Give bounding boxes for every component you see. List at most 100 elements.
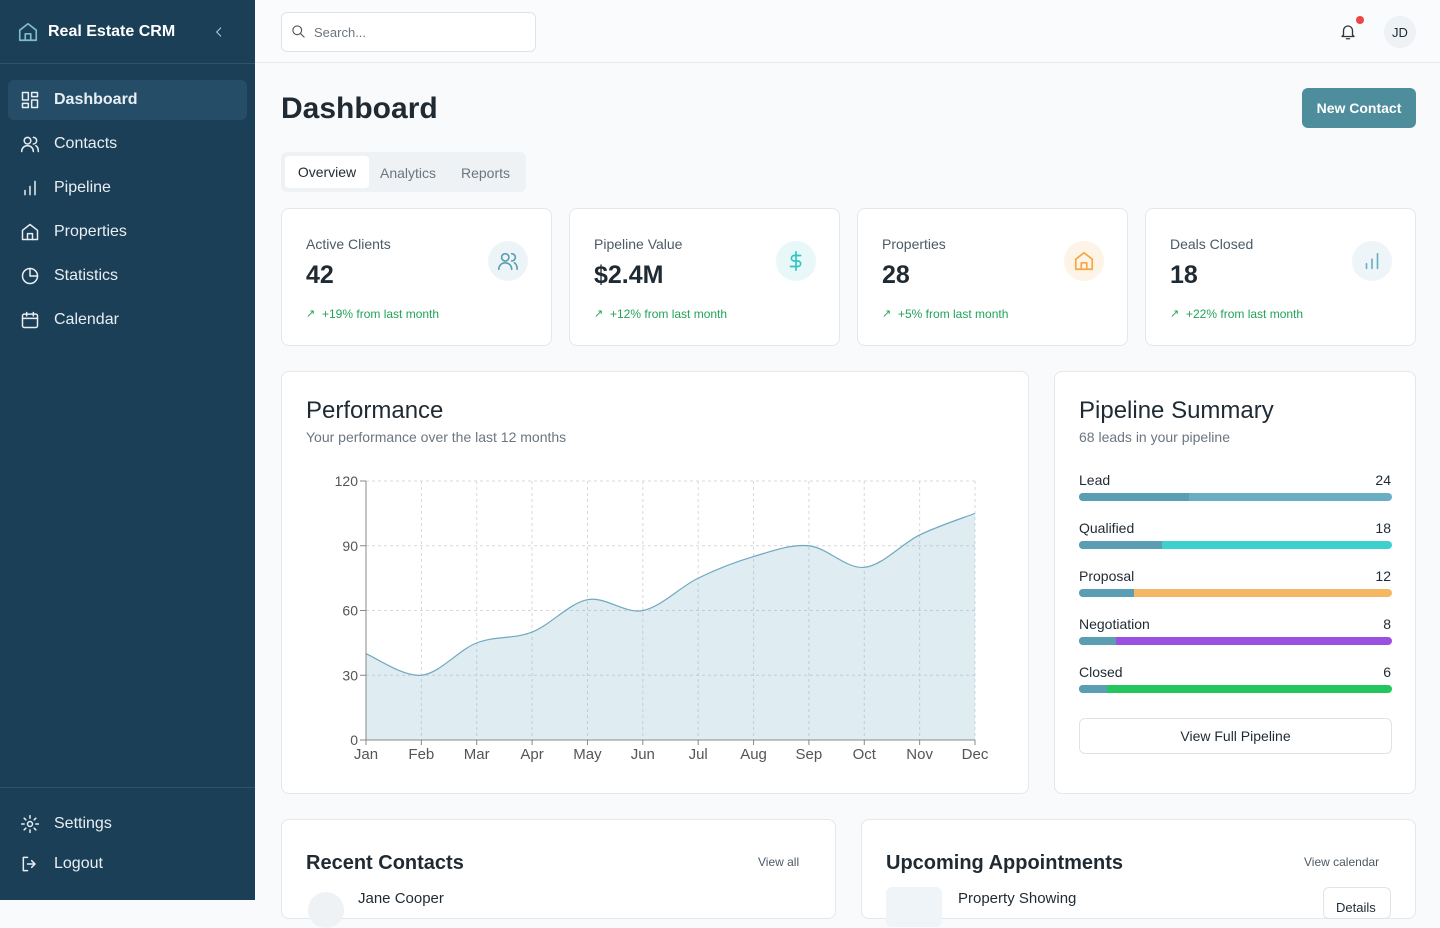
x-tick-label: May <box>573 746 602 763</box>
stage-track <box>1079 685 1392 693</box>
stage-name: Lead <box>1079 472 1111 488</box>
stat-icon <box>776 241 816 281</box>
chart: 0 30 60 90 120 Jan Feb Mar Apr May Jun Jul Aug Sep Oct… <box>335 473 989 763</box>
x-tick-label: Mar <box>464 746 490 763</box>
tab[interactable]: Reports <box>461 165 511 181</box>
nav-label: Contacts <box>54 135 118 152</box>
stat-icon <box>1064 241 1104 281</box>
notifications[interactable] <box>1339 23 1357 41</box>
x-tick-label: Oct <box>853 746 877 763</box>
stage-count: 24 <box>1375 472 1391 488</box>
recent-contacts-card: Recent Contacts View all Jane Cooper <box>281 819 836 928</box>
stage-bar <box>1079 493 1190 501</box>
stage-count: 6 <box>1383 664 1391 680</box>
x-tick-label: Sep <box>796 746 823 763</box>
stat-card: Deals Closed 18 ↗ +22% from last month <box>1145 208 1416 346</box>
nav-item[interactable]: Statistics <box>8 256 247 296</box>
card-title: Recent Contacts <box>306 852 464 874</box>
search-placeholder: Search... <box>314 25 367 40</box>
details-button[interactable]: Details <box>1323 887 1391 919</box>
stage-name: Qualified <box>1079 520 1135 536</box>
stage-track <box>1079 541 1392 549</box>
nav-item[interactable]: Logout <box>8 844 247 884</box>
notification-dot <box>1356 16 1364 24</box>
y-tick-label: 90 <box>342 538 358 554</box>
nav-item[interactable]: Contacts <box>8 124 247 164</box>
chart-title: Performance <box>306 397 444 424</box>
stage-count: 12 <box>1375 568 1391 584</box>
x-tick-label: Apr <box>520 746 543 763</box>
stat-card: Pipeline Value $2.4M ↗ +12% from last month <box>569 208 840 346</box>
contact-name: Jane Cooper <box>358 890 444 907</box>
stat-change-icon: ↗ <box>882 308 892 320</box>
stage-track <box>1079 589 1392 597</box>
stage-bar <box>1079 685 1107 693</box>
stat-value: 28 <box>882 261 910 289</box>
view-calendar-link[interactable]: View calendar <box>1304 855 1380 869</box>
divider <box>0 787 255 788</box>
stage-bar <box>1079 589 1135 597</box>
collapse-button[interactable] <box>212 25 226 39</box>
card-title: Upcoming Appointments <box>886 852 1124 874</box>
stage-bar <box>1079 541 1162 549</box>
nav-label: Logout <box>54 855 103 872</box>
stat-icon <box>488 241 528 281</box>
view-all-link[interactable]: View all <box>758 855 800 869</box>
tabs: Overview Analytics Reports <box>281 152 526 192</box>
nav-item[interactable]: Calendar <box>8 300 247 340</box>
nav-item[interactable]: Settings <box>8 804 247 844</box>
x-tick-label: Dec <box>962 746 989 763</box>
stat-change-icon: ↗ <box>594 308 604 320</box>
y-tick-label: 60 <box>342 603 358 619</box>
x-tick-label: Nov <box>906 746 933 763</box>
avatar[interactable]: JD <box>1384 16 1416 48</box>
date-badge <box>886 887 942 927</box>
stage-count: 8 <box>1383 616 1391 632</box>
stat-label: Deals Closed <box>1170 236 1254 252</box>
pipeline-subtitle: 68 leads in your pipeline <box>1079 429 1230 445</box>
y-tick-label: 30 <box>342 667 358 683</box>
y-tick-label: 120 <box>335 473 359 489</box>
tab[interactable]: Overview <box>285 156 369 188</box>
pipeline-title: Pipeline Summary <box>1079 397 1274 424</box>
search-box[interactable]: Search... <box>281 12 536 52</box>
stat-label: Pipeline Value <box>594 236 683 252</box>
stage-name: Proposal <box>1079 568 1135 584</box>
x-tick-label: Jun <box>631 746 655 763</box>
nav-item[interactable]: Pipeline <box>8 168 247 208</box>
stage-bar <box>1079 637 1116 645</box>
stage-count: 18 <box>1375 520 1391 536</box>
nav-label: Calendar <box>54 311 119 328</box>
stat-icon <box>1352 241 1392 281</box>
stat-label: Properties <box>882 236 946 252</box>
x-tick-label: Feb <box>408 746 434 763</box>
stat-change: +22% from last month <box>1186 307 1304 321</box>
x-tick-label: Jul <box>689 746 708 763</box>
performance-card: Performance Your performance over the la… <box>281 371 1029 794</box>
divider <box>0 63 255 64</box>
pipeline-card: Pipeline Summary 68 leads in your pipeli… <box>1054 371 1416 794</box>
new-contact-button[interactable]: New Contact <box>1302 88 1416 128</box>
y-tick-label: 0 <box>350 732 358 748</box>
view-pipeline-button[interactable]: View Full Pipeline <box>1079 718 1392 754</box>
stage-name: Closed <box>1079 664 1123 680</box>
chart-subtitle: Your performance over the last 12 months <box>306 429 567 445</box>
area <box>366 513 975 740</box>
nav-label: Statistics <box>54 267 119 284</box>
stage-track <box>1079 493 1392 501</box>
contact-avatar <box>308 892 344 928</box>
stat-label: Active Clients <box>306 236 391 252</box>
nav-item[interactable]: Dashboard <box>8 80 247 120</box>
x-tick-label: Jan <box>354 746 378 763</box>
nav-label: Properties <box>54 223 127 240</box>
nav-label: Dashboard <box>54 91 138 108</box>
x-tick-label: Aug <box>740 746 767 763</box>
stat-value: 42 <box>306 261 334 289</box>
stat-card: Properties 28 ↗ +5% from last month <box>857 208 1128 346</box>
nav-item[interactable]: Properties <box>8 212 247 252</box>
tab[interactable]: Analytics <box>380 165 437 181</box>
stat-value: $2.4M <box>594 261 664 289</box>
stage-name: Negotiation <box>1079 616 1150 632</box>
nav-label: Pipeline <box>54 179 111 196</box>
